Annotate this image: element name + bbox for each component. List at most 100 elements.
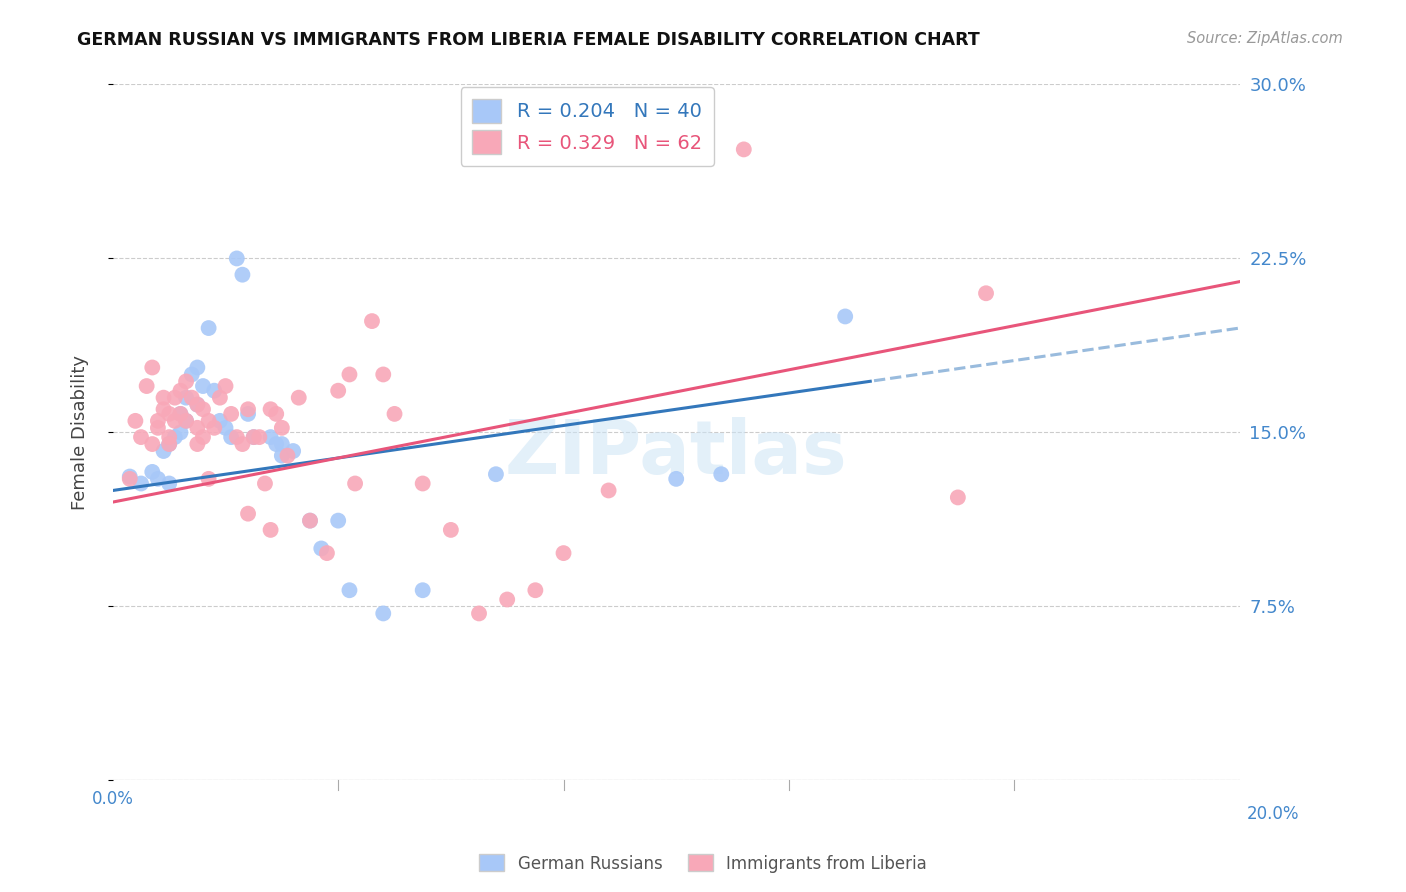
Point bbox=[157, 476, 180, 491]
Point bbox=[946, 491, 969, 505]
Point bbox=[197, 414, 219, 428]
Point bbox=[264, 437, 287, 451]
Point bbox=[361, 314, 384, 328]
Point bbox=[191, 379, 214, 393]
Point bbox=[214, 379, 236, 393]
Legend: German Russians, Immigrants from Liberia: German Russians, Immigrants from Liberia bbox=[472, 847, 934, 880]
Point bbox=[174, 414, 197, 428]
Point bbox=[129, 430, 152, 444]
Point bbox=[242, 430, 264, 444]
Point bbox=[163, 414, 186, 428]
Point bbox=[468, 607, 491, 621]
Point bbox=[259, 402, 281, 417]
Point bbox=[202, 384, 225, 398]
Point bbox=[225, 430, 247, 444]
Point bbox=[834, 310, 856, 324]
Point bbox=[186, 421, 208, 435]
Point bbox=[281, 444, 304, 458]
Point bbox=[174, 414, 197, 428]
Point bbox=[174, 391, 197, 405]
Point bbox=[665, 472, 688, 486]
Point bbox=[270, 421, 292, 435]
Y-axis label: Female Disability: Female Disability bbox=[72, 355, 89, 510]
Point bbox=[259, 430, 281, 444]
Point bbox=[135, 379, 157, 393]
Point bbox=[524, 583, 547, 598]
Point bbox=[157, 407, 180, 421]
Point bbox=[287, 391, 309, 405]
Point bbox=[328, 514, 350, 528]
Point bbox=[124, 414, 146, 428]
Point bbox=[496, 592, 519, 607]
Point bbox=[242, 430, 264, 444]
Point bbox=[157, 430, 180, 444]
Point bbox=[169, 384, 191, 398]
Point bbox=[733, 142, 755, 156]
Point bbox=[219, 430, 242, 444]
Point bbox=[710, 467, 733, 482]
Point bbox=[316, 546, 339, 560]
Text: Source: ZipAtlas.com: Source: ZipAtlas.com bbox=[1187, 31, 1343, 46]
Point bbox=[169, 425, 191, 440]
Point bbox=[344, 476, 367, 491]
Point bbox=[157, 437, 180, 451]
Point bbox=[384, 407, 406, 421]
Point bbox=[118, 469, 141, 483]
Point bbox=[298, 514, 321, 528]
Point bbox=[247, 430, 270, 444]
Point bbox=[163, 391, 186, 405]
Point bbox=[231, 437, 253, 451]
Point bbox=[208, 414, 231, 428]
Point bbox=[152, 444, 174, 458]
Text: 20.0%: 20.0% bbox=[1247, 805, 1299, 823]
Point bbox=[412, 476, 434, 491]
Point bbox=[180, 368, 202, 382]
Point bbox=[412, 583, 434, 598]
Point bbox=[253, 476, 276, 491]
Point bbox=[598, 483, 620, 498]
Point bbox=[197, 321, 219, 335]
Point bbox=[311, 541, 333, 556]
Point bbox=[231, 268, 253, 282]
Point bbox=[373, 607, 395, 621]
Point bbox=[157, 437, 180, 451]
Point bbox=[146, 414, 169, 428]
Point bbox=[214, 421, 236, 435]
Point bbox=[146, 472, 169, 486]
Point bbox=[186, 398, 208, 412]
Point bbox=[152, 391, 174, 405]
Point bbox=[180, 391, 202, 405]
Point bbox=[118, 472, 141, 486]
Point bbox=[339, 583, 361, 598]
Point bbox=[974, 286, 997, 301]
Point bbox=[197, 472, 219, 486]
Point bbox=[553, 546, 575, 560]
Point bbox=[191, 430, 214, 444]
Point bbox=[485, 467, 508, 482]
Point bbox=[208, 391, 231, 405]
Point bbox=[202, 421, 225, 435]
Point bbox=[219, 407, 242, 421]
Point bbox=[440, 523, 463, 537]
Point bbox=[270, 437, 292, 451]
Point bbox=[259, 523, 281, 537]
Text: ZIPatlas: ZIPatlas bbox=[505, 417, 848, 490]
Point bbox=[270, 449, 292, 463]
Point bbox=[225, 252, 247, 266]
Point bbox=[141, 437, 163, 451]
Legend: R = 0.204   N = 40, R = 0.329   N = 62: R = 0.204 N = 40, R = 0.329 N = 62 bbox=[461, 87, 714, 166]
Point bbox=[236, 407, 259, 421]
Point bbox=[141, 465, 163, 479]
Point bbox=[169, 407, 191, 421]
Point bbox=[298, 514, 321, 528]
Point bbox=[163, 430, 186, 444]
Point bbox=[328, 384, 350, 398]
Point bbox=[191, 402, 214, 417]
Point bbox=[236, 402, 259, 417]
Point bbox=[146, 421, 169, 435]
Point bbox=[236, 507, 259, 521]
Point bbox=[186, 437, 208, 451]
Text: GERMAN RUSSIAN VS IMMIGRANTS FROM LIBERIA FEMALE DISABILITY CORRELATION CHART: GERMAN RUSSIAN VS IMMIGRANTS FROM LIBERI… bbox=[77, 31, 980, 49]
Point bbox=[276, 449, 298, 463]
Point bbox=[129, 476, 152, 491]
